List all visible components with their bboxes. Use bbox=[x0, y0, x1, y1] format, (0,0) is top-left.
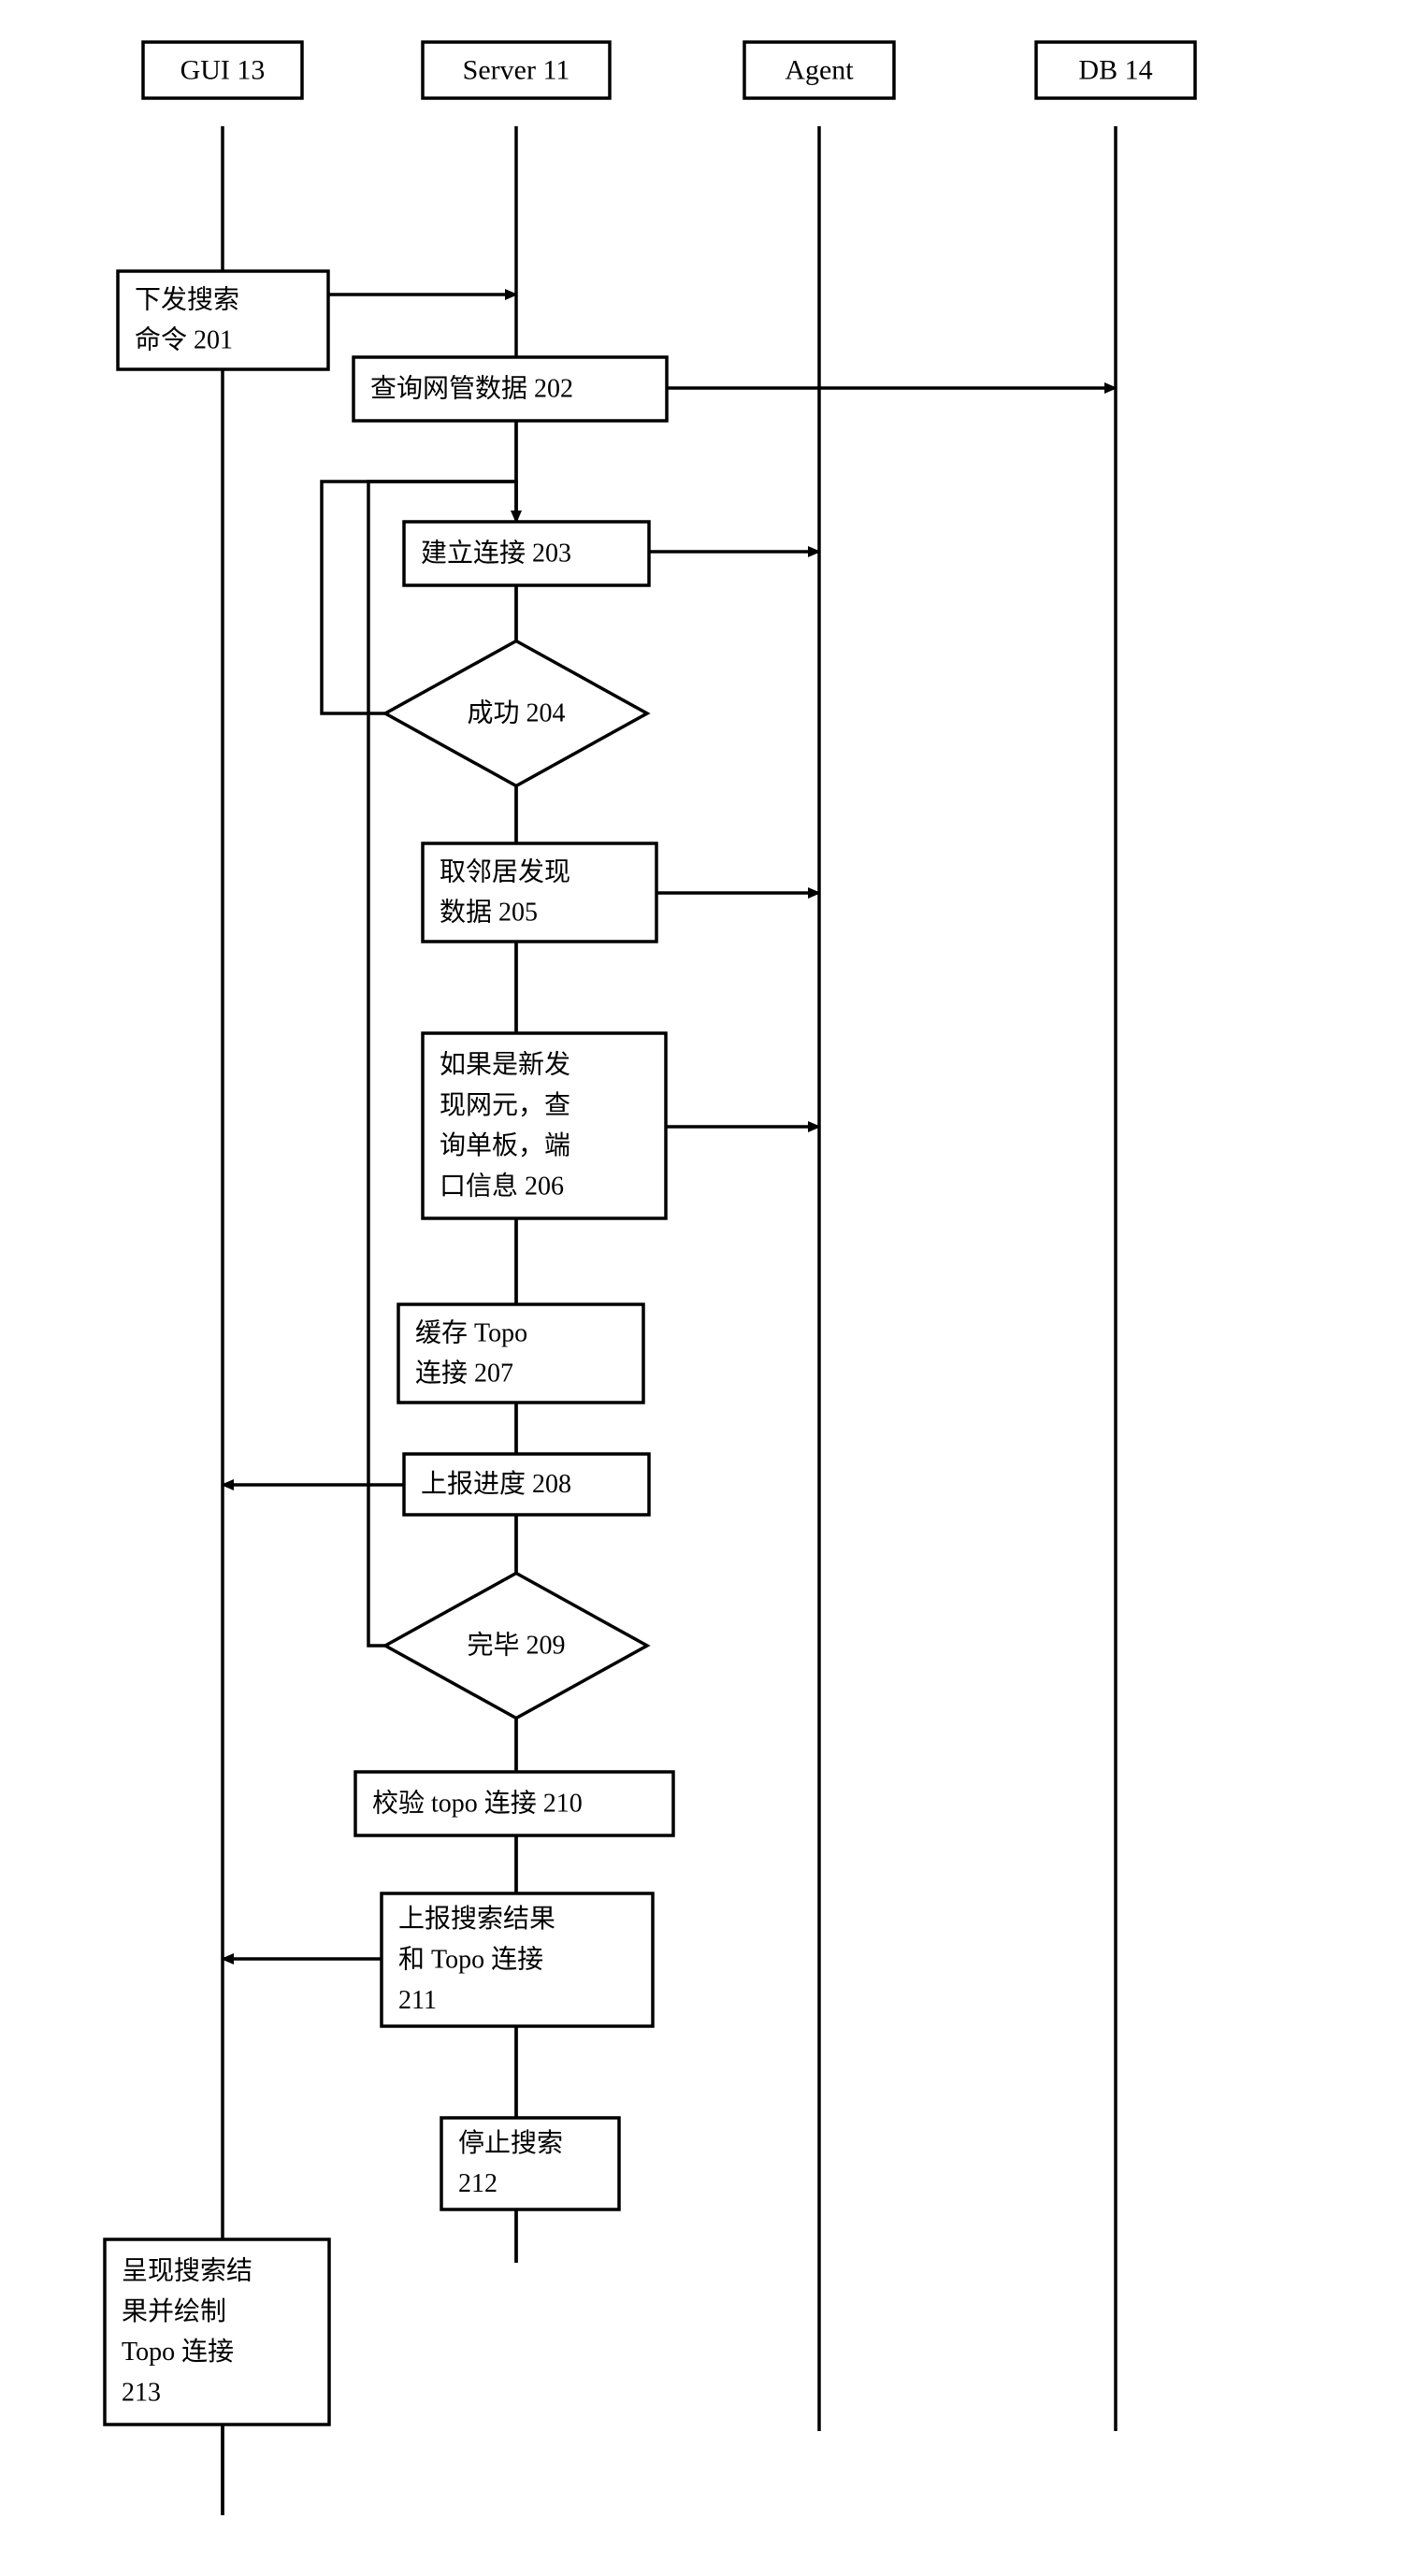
node-text-n211-1: 和 Topo 连接 bbox=[398, 1945, 543, 1975]
sequence-diagram: GUI 13 Server 11 Agent DB 14 下发搜索命令 201 查询网管数… bbox=[0, 0, 1413, 2576]
lane-label-db: DB 14 bbox=[1078, 55, 1152, 86]
node-text-n206-1: 现网元，查 bbox=[440, 1090, 570, 1120]
node-text-n209: 完毕 209 bbox=[467, 1631, 565, 1661]
node-text-n208-0: 上报进度 208 bbox=[421, 1469, 571, 1499]
node-text-n213-1: 果并绘制 bbox=[122, 2296, 226, 2326]
node-text-n201-0: 下发搜索 bbox=[135, 284, 239, 314]
node-text-n205-1: 数据 205 bbox=[440, 898, 538, 928]
node-text-n211-2: 211 bbox=[398, 1986, 437, 2015]
node-text-n202-0: 查询网管数据 202 bbox=[370, 374, 573, 404]
lane-label-agent: Agent bbox=[785, 55, 854, 86]
node-text-n206-0: 如果是新发 bbox=[440, 1049, 570, 1079]
lane-label-server: Server 11 bbox=[463, 55, 570, 86]
node-text-n211-0: 上报搜索结果 bbox=[398, 1904, 555, 1934]
node-text-n204: 成功 204 bbox=[467, 698, 565, 728]
lane-label-gui: GUI 13 bbox=[180, 55, 266, 86]
node-text-n213-0: 呈现搜索结 bbox=[122, 2255, 252, 2285]
node-text-n203-0: 建立连接 203 bbox=[421, 539, 571, 568]
node-text-n213-2: Topo 连接 bbox=[122, 2337, 234, 2367]
node-text-n205-0: 取邻居发现 bbox=[440, 856, 570, 886]
node-text-n206-2: 询单板，端 bbox=[440, 1130, 570, 1160]
node-text-n207-1: 连接 207 bbox=[415, 1359, 513, 1389]
node-text-n201-1: 命令 201 bbox=[135, 325, 233, 355]
node-text-n210-0: 校验 topo 连接 210 bbox=[372, 1789, 583, 1819]
node-text-n212-0: 停止搜索 bbox=[458, 2128, 563, 2158]
node-text-n206-3: 口信息 206 bbox=[440, 1172, 564, 1202]
node-text-n212-1: 212 bbox=[458, 2169, 497, 2198]
node-text-n213-3: 213 bbox=[122, 2379, 161, 2408]
node-text-n207-0: 缓存 Topo bbox=[415, 1317, 527, 1347]
